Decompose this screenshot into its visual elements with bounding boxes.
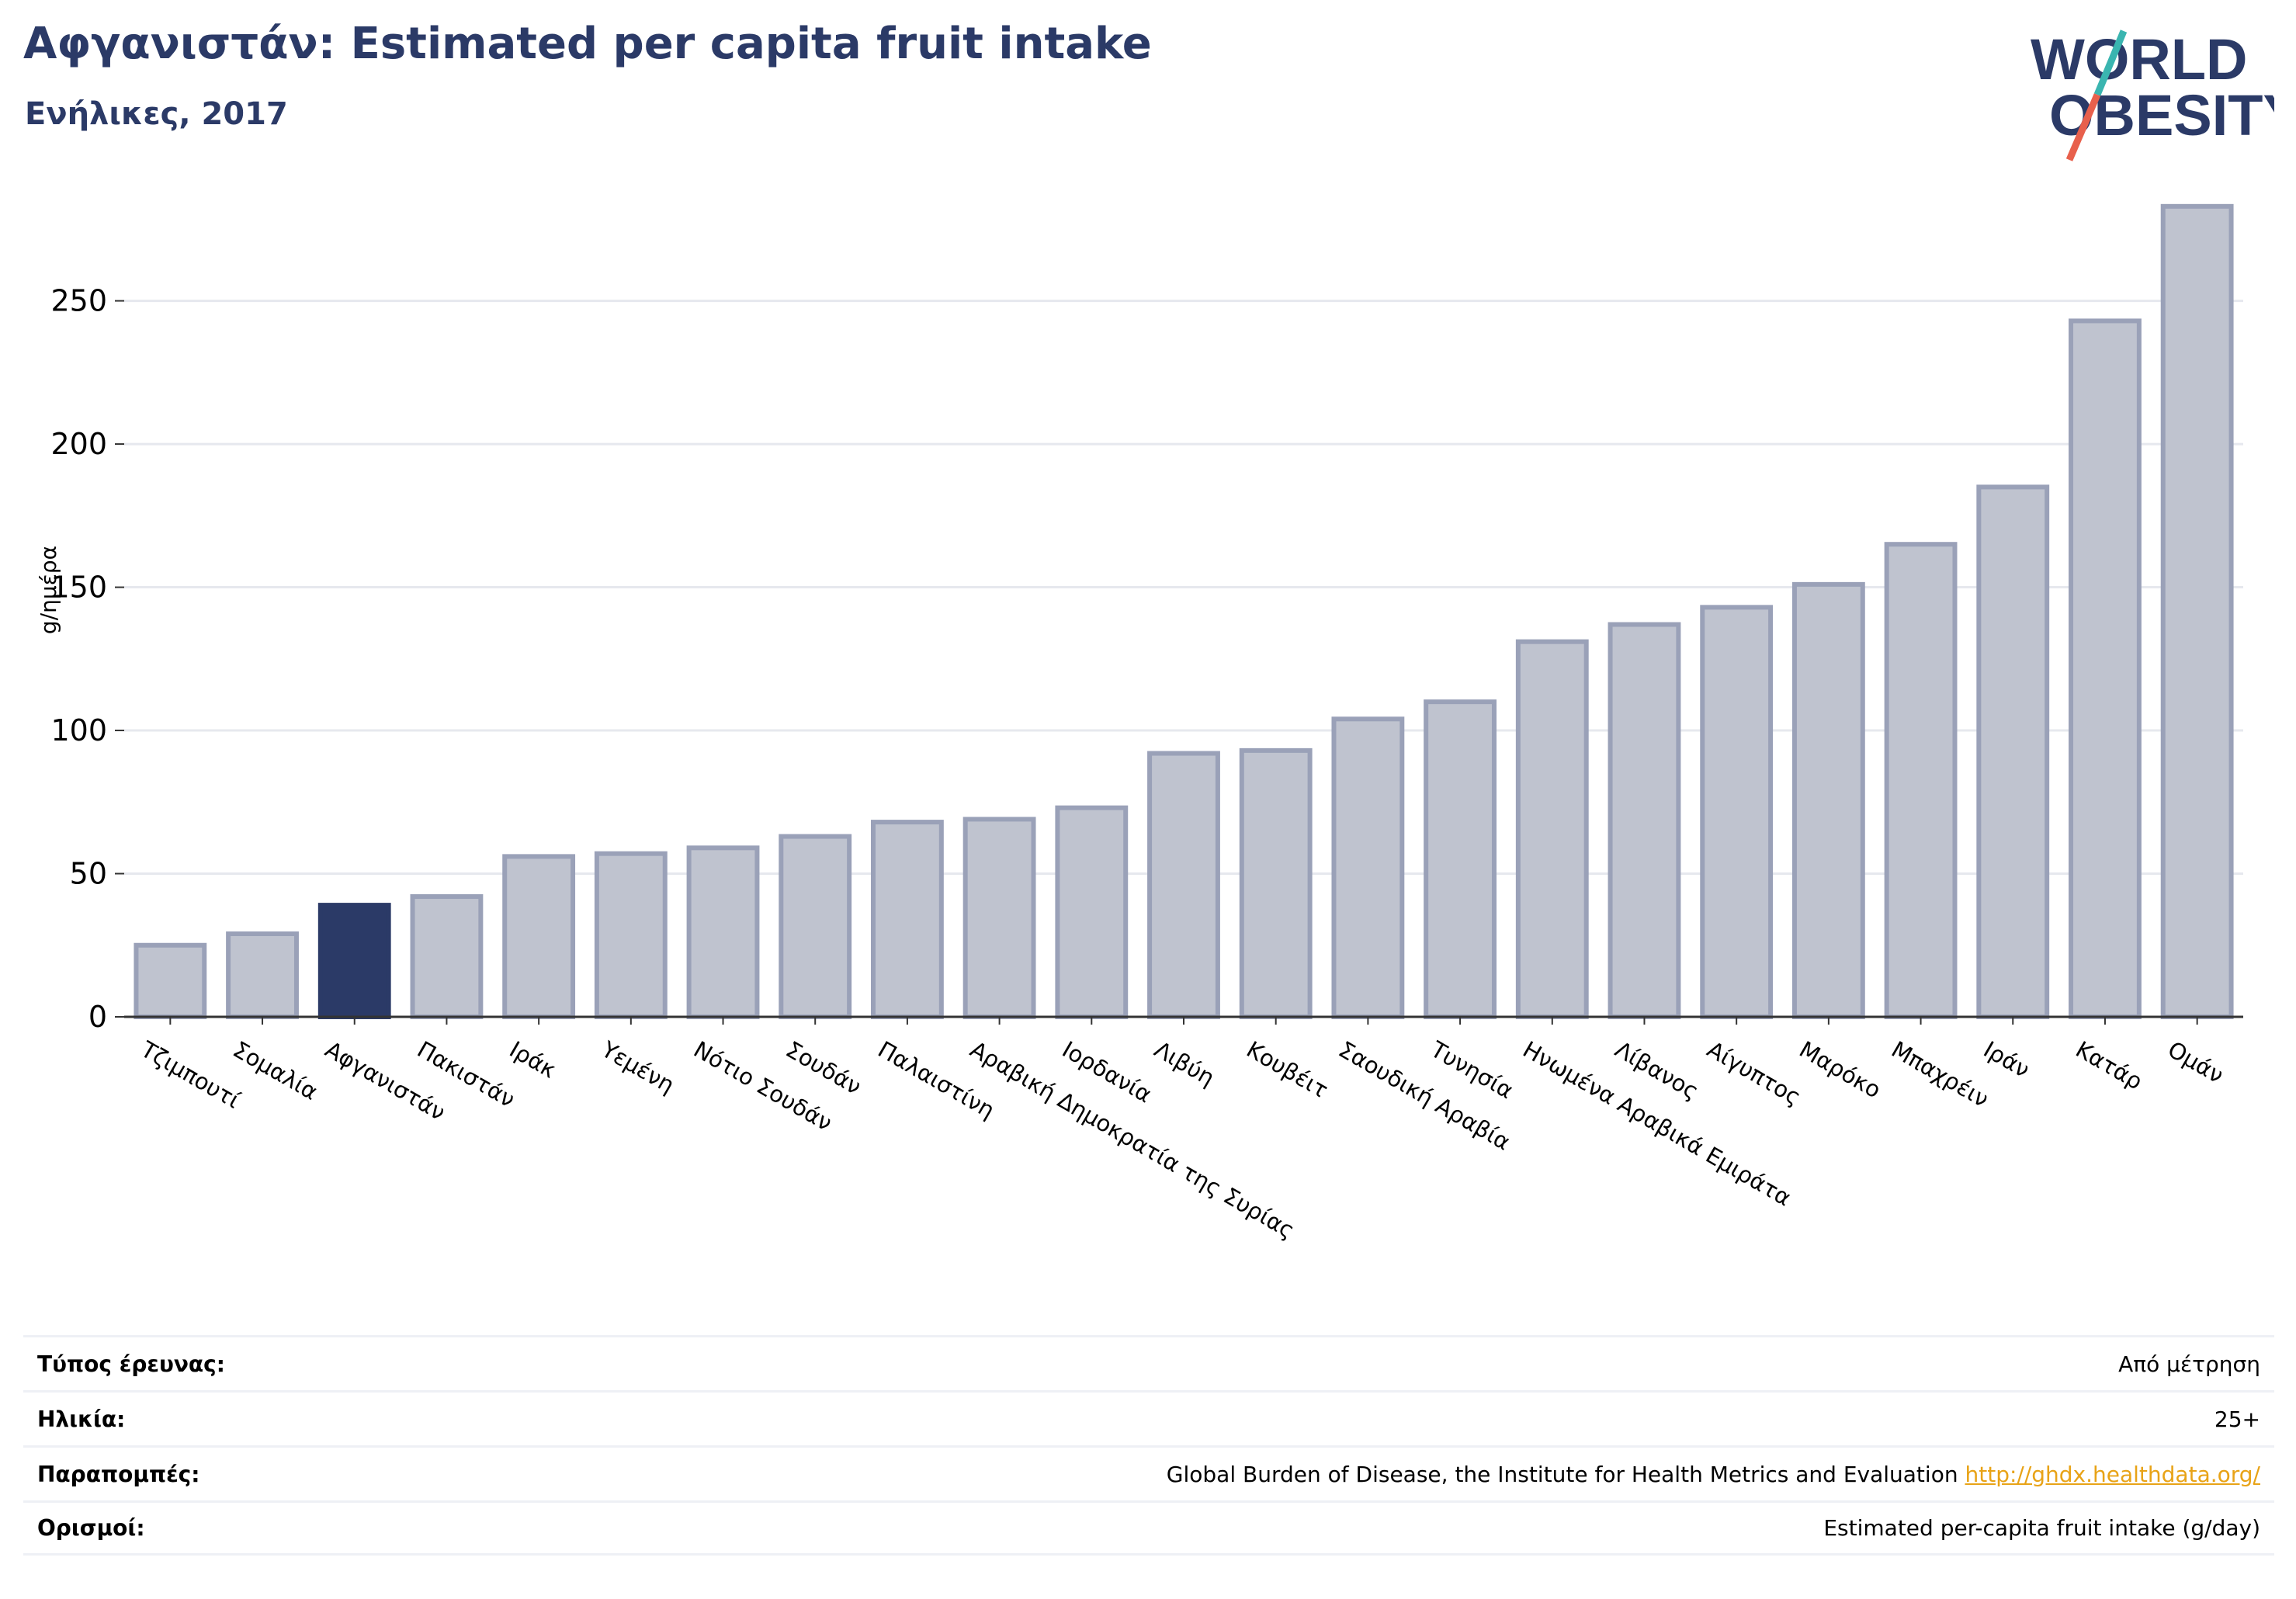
x-tick-label: Ιράκ bbox=[505, 1036, 561, 1084]
info-value: Estimated per-capita fruit intake (g/day… bbox=[1823, 1515, 2260, 1541]
info-table: Τύπος έρευνας: Από μέτρηση Ηλικία: 25+ Π… bbox=[23, 1335, 2274, 1556]
bar-15 bbox=[1515, 639, 1589, 1019]
logo-slash-bottom bbox=[2065, 93, 2101, 161]
reference-link[interactable]: http://ghdx.healthdata.org/ bbox=[1965, 1461, 2260, 1487]
x-tick-label: Σαουδική Αραβία bbox=[1334, 1036, 1515, 1156]
x-tick-label: Κατάρ bbox=[2071, 1036, 2147, 1095]
bar-2 bbox=[317, 903, 391, 1019]
bar-6 bbox=[686, 845, 760, 1019]
logo-text-world: WORLD bbox=[2031, 27, 2248, 92]
reference-text: Global Burden of Disease, the Institute … bbox=[1166, 1461, 1958, 1487]
info-value-references: Global Burden of Disease, the Institute … bbox=[1167, 1462, 2260, 1487]
x-tick-label: Ιράν bbox=[1979, 1036, 2034, 1084]
bar-11 bbox=[1147, 751, 1220, 1019]
info-label: Ορισμοί: bbox=[37, 1515, 145, 1541]
y-tick-label: 200 bbox=[50, 427, 107, 461]
x-tick-label: Μαρόκο bbox=[1795, 1036, 1885, 1104]
bar-4 bbox=[502, 854, 576, 1019]
bar-16 bbox=[1608, 622, 1681, 1019]
info-row-age: Ηλικία: 25+ bbox=[23, 1390, 2274, 1445]
info-row-definitions: Ορισμοί: Estimated per-capita fruit inta… bbox=[23, 1500, 2274, 1556]
logo-slash-top bbox=[2093, 29, 2128, 96]
x-tick-label: Αραβική Δημοκρατία της Συρίας bbox=[966, 1036, 1299, 1244]
y-tick-label: 0 bbox=[88, 1000, 107, 1034]
y-tick-label: 100 bbox=[50, 713, 107, 747]
x-tick-label: Υεμένη bbox=[596, 1035, 678, 1098]
y-tick-label: 150 bbox=[50, 571, 107, 605]
bar-5 bbox=[594, 851, 668, 1020]
bar-19 bbox=[1884, 542, 1958, 1019]
y-tick-label: 250 bbox=[50, 284, 107, 318]
bar-0 bbox=[134, 942, 207, 1020]
info-label: Τύπος έρευνας: bbox=[37, 1351, 225, 1377]
bar-20 bbox=[1976, 484, 2050, 1019]
chart-title: Αφγανιστάν: Estimated per capita fruit i… bbox=[23, 19, 1152, 69]
y-tick-label: 50 bbox=[70, 857, 107, 891]
bar-7 bbox=[779, 834, 852, 1020]
x-tick-label: Κουβέιτ bbox=[1242, 1036, 1333, 1104]
bar-9 bbox=[962, 817, 1036, 1020]
x-tick-label: Αίγυπτος bbox=[1703, 1036, 1805, 1111]
x-tick-label: Λιβύη bbox=[1150, 1036, 1219, 1091]
bar-3 bbox=[410, 894, 484, 1019]
bar-17 bbox=[1700, 605, 1774, 1019]
bar-1 bbox=[226, 931, 299, 1019]
info-value: 25+ bbox=[2214, 1406, 2260, 1432]
x-tick-label: Μπαχρέιν bbox=[1887, 1036, 1993, 1113]
world-obesity-logo: WORLD OBESITY bbox=[2031, 27, 2274, 161]
bar-13 bbox=[1331, 716, 1405, 1020]
info-label: Παραπομπές: bbox=[37, 1461, 200, 1487]
bar-22 bbox=[2160, 203, 2234, 1019]
bar-14 bbox=[1424, 699, 1497, 1019]
bar-chart: 0 50 100 150 200 250 ΤζιμπουτίΣομαλίαΑφγανιστ… bbox=[36, 203, 2243, 1244]
x-tick-label: Ομάν bbox=[2163, 1036, 2228, 1089]
bar-8 bbox=[870, 820, 944, 1019]
x-tick-label: Τζιμπουτί bbox=[136, 1035, 245, 1114]
y-tick-labels: 0 50 100 150 200 250 bbox=[50, 284, 124, 1034]
chart-subtitle: Ενήλικες, 2017 bbox=[25, 96, 288, 132]
bar-21 bbox=[2069, 318, 2142, 1019]
y-axis-label: g/ημέρα bbox=[36, 546, 61, 634]
info-label: Ηλικία: bbox=[37, 1406, 126, 1432]
info-value: Από μέτρηση bbox=[2118, 1351, 2260, 1377]
info-row-survey-type: Τύπος έρευνας: Από μέτρηση bbox=[23, 1335, 2274, 1390]
x-tick-label: Σομαλία bbox=[229, 1036, 323, 1105]
bar-18 bbox=[1791, 581, 1865, 1019]
info-row-references: Παραπομπές: Global Burden of Disease, th… bbox=[23, 1445, 2274, 1500]
bar-10 bbox=[1055, 805, 1129, 1019]
bars bbox=[134, 203, 2234, 1020]
bar-12 bbox=[1239, 747, 1313, 1019]
